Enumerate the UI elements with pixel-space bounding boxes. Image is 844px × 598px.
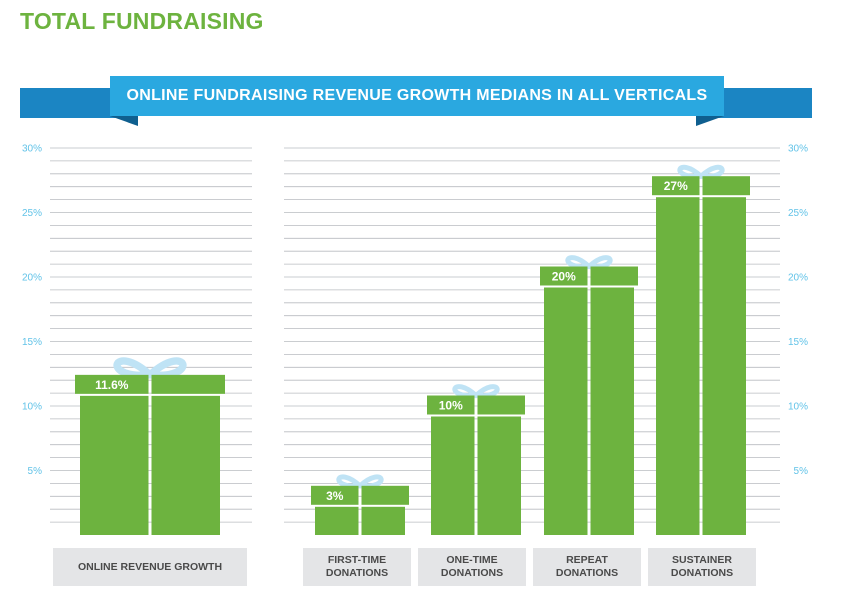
bar-lid-right bbox=[702, 176, 750, 196]
y-tick-label-left: 30% bbox=[22, 144, 42, 155]
data-label: 20% bbox=[552, 270, 576, 284]
chart-title: ONLINE FUNDRAISING REVENUE GROWTH MEDIAN… bbox=[110, 76, 724, 116]
gift-bar-repeat-donations: 20% bbox=[540, 255, 638, 535]
ribbon-bow bbox=[113, 357, 187, 379]
ribbon-bow bbox=[452, 384, 500, 399]
banner-right-wing bbox=[714, 88, 812, 118]
gift-bar-sustainer-donations: 27% bbox=[652, 164, 750, 535]
bar-lid-left bbox=[652, 176, 700, 196]
bar-body-right bbox=[477, 416, 521, 535]
category-label-repeat-donations: REPEAT DONATIONS bbox=[533, 548, 641, 586]
category-label-sustainer-donations: SUSTAINER DONATIONS bbox=[648, 548, 756, 586]
bar-body-left bbox=[80, 395, 149, 535]
banner-right-fold bbox=[696, 116, 724, 126]
data-label: 10% bbox=[439, 399, 463, 413]
y-tick-label-left: 10% bbox=[22, 402, 42, 413]
ribbon-bow bbox=[565, 255, 613, 270]
y-tick-label-left: 25% bbox=[22, 208, 42, 219]
bar-body-left bbox=[315, 506, 359, 535]
bar-lid-right bbox=[361, 485, 409, 505]
category-label-first-time-donations: FIRST-TIME DONATIONS bbox=[303, 548, 411, 586]
gift-bar-first-time-donations: 3% bbox=[311, 474, 409, 535]
bar-lid-left bbox=[540, 266, 588, 286]
bar-lid-left bbox=[75, 374, 149, 394]
bar-body-right bbox=[702, 197, 746, 535]
page-title: TOTAL FUNDRAISING bbox=[20, 8, 264, 34]
y-tick-label-right: 15% bbox=[788, 337, 808, 348]
data-label: 11.6% bbox=[95, 378, 129, 392]
banner-ribbon bbox=[20, 88, 812, 126]
y-tick-label-right: 25% bbox=[788, 208, 808, 219]
y-tick-label-left: 20% bbox=[22, 273, 42, 284]
y-tick-label-right: 20% bbox=[788, 273, 808, 284]
ribbon-bow bbox=[336, 474, 384, 489]
bar-body-left bbox=[656, 197, 700, 535]
bar-body-right bbox=[590, 287, 634, 535]
category-label-online-revenue-growth: ONLINE REVENUE GROWTH bbox=[53, 548, 247, 586]
banner-left-wing bbox=[20, 88, 120, 118]
bar-lid-left bbox=[427, 395, 475, 415]
data-label: 3% bbox=[326, 489, 344, 503]
gift-bar-online-revenue-growth: 11.6% bbox=[75, 357, 225, 535]
bar-body-right bbox=[151, 395, 220, 535]
gift-bar-one-time-donations: 10% bbox=[427, 384, 525, 535]
bar-lid-left bbox=[311, 485, 359, 505]
bar-lid-right bbox=[477, 395, 525, 415]
bar-body-left bbox=[544, 287, 588, 535]
bar-body-left bbox=[431, 416, 475, 535]
y-tick-label-left: 15% bbox=[22, 337, 42, 348]
bar-body-right bbox=[361, 506, 405, 535]
y-tick-label-left: 5% bbox=[28, 466, 43, 477]
category-label-one-time-donations: ONE-TIME DONATIONS bbox=[418, 548, 526, 586]
bar-lid-right bbox=[590, 266, 638, 286]
y-tick-label-right: 5% bbox=[794, 466, 809, 477]
ribbon-bow bbox=[677, 164, 725, 179]
y-tick-label-right: 30% bbox=[788, 144, 808, 155]
banner-left-fold bbox=[110, 116, 138, 126]
y-tick-label-right: 10% bbox=[788, 402, 808, 413]
data-label: 27% bbox=[664, 179, 688, 193]
bar-lid-right bbox=[151, 374, 225, 394]
